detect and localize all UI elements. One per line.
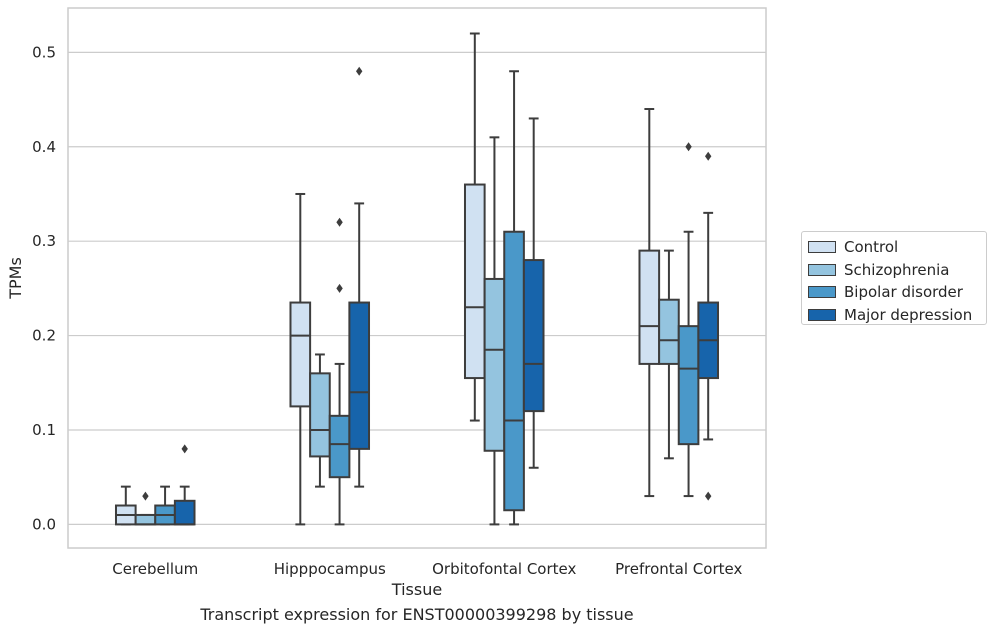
x-axis-label: Tissue	[391, 580, 442, 599]
box-schizophrenia	[309, 353, 331, 488]
box-iqr	[348, 301, 371, 450]
outlier-marker	[142, 491, 149, 501]
box-iqr	[309, 372, 331, 458]
box-iqr	[677, 325, 700, 446]
x-tick-label: Orbitofontal Cortex	[432, 560, 576, 578]
y-tick-label: 0.1	[32, 421, 56, 439]
legend-item-bipolar-disorder: Bipolar disorder	[808, 281, 986, 304]
box-plot-area	[114, 32, 720, 526]
box-control	[463, 32, 486, 422]
gridlines	[68, 51, 766, 525]
y-axis-label: TPMs	[6, 257, 25, 300]
outlier-marker	[336, 283, 343, 293]
box-iqr	[289, 301, 312, 408]
y-tick-label: 0.3	[32, 232, 56, 250]
legend-label-major-depression: Major depression	[844, 305, 973, 324]
plot-frame	[67, 7, 767, 549]
box-bipolar-disorder	[677, 142, 700, 498]
legend-swatch-major-depression	[808, 308, 836, 321]
box-iqr	[173, 499, 196, 526]
box-iqr	[483, 277, 506, 452]
y-tick-label: 0.2	[32, 327, 56, 345]
outlier-marker	[704, 151, 712, 161]
y-axis-ticks: 0.0 0.1 0.2 0.3 0.4 0.5	[32, 43, 56, 533]
box-major-depression	[697, 151, 720, 501]
legend-swatch-bipolar-disorder	[808, 286, 836, 299]
x-tick-label: Hipppocampus	[274, 560, 386, 578]
legend-item-control: Control	[808, 236, 986, 259]
box-major-depression	[348, 66, 371, 488]
y-tick-label: 0.4	[32, 138, 56, 156]
outlier-marker	[336, 217, 343, 227]
legend-swatch-control	[808, 241, 836, 254]
y-tick-label: 0.5	[32, 43, 56, 61]
chart-caption: Transcript expression for ENST0000039929…	[200, 605, 634, 624]
box-major-depression	[522, 117, 545, 469]
legend-item-schizophrenia: Schizophrenia	[808, 259, 986, 282]
x-tick-label: Prefrontal Cortex	[615, 560, 742, 578]
box-control	[114, 485, 137, 526]
box-iqr	[638, 249, 661, 365]
box-schizophrenia	[483, 136, 506, 526]
box-schizophrenia	[658, 249, 680, 460]
legend-label-bipolar-disorder: Bipolar disorder	[844, 283, 963, 302]
outlier-marker	[355, 66, 363, 76]
legend: Control Schizophrenia Bipolar disorder M…	[801, 231, 987, 325]
outlier-marker	[704, 491, 712, 501]
box-control	[289, 192, 312, 526]
legend-swatch-schizophrenia	[808, 263, 836, 276]
outlier-marker	[181, 444, 188, 454]
x-axis-ticks: Cerebellum Hipppocampus Orbitofontal Corte…	[112, 560, 742, 578]
box-iqr	[503, 230, 525, 512]
box-control	[638, 108, 661, 498]
x-tick-label: Cerebellum	[112, 560, 198, 578]
box-bipolar-disorder	[154, 485, 176, 526]
box-major-depression	[173, 444, 196, 526]
legend-label-schizophrenia: Schizophrenia	[844, 260, 950, 279]
box-bipolar-disorder	[503, 70, 525, 526]
y-tick-label: 0.0	[32, 515, 56, 533]
outlier-marker	[685, 142, 692, 152]
box-iqr	[522, 259, 545, 413]
legend-label-control: Control	[844, 238, 899, 257]
box-iqr	[463, 183, 486, 380]
box-iqr	[658, 298, 680, 365]
box-iqr	[134, 513, 157, 526]
box-bipolar-disorder	[328, 217, 351, 526]
box-schizophrenia	[134, 491, 157, 526]
legend-item-major-depression: Major depression	[808, 304, 986, 327]
box-iqr	[328, 414, 351, 479]
